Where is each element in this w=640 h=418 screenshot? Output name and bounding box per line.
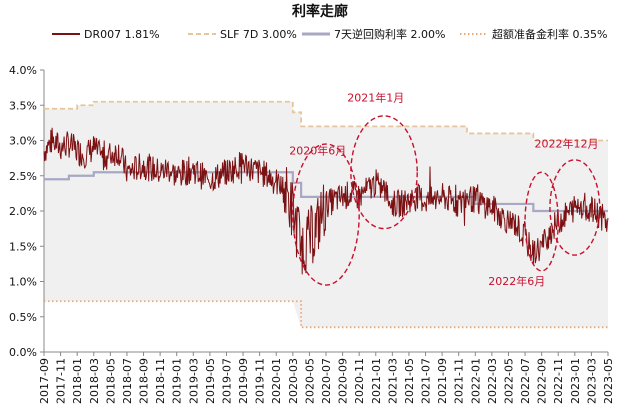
- x-tick-label: 2021-01: [370, 358, 383, 404]
- annotation-label: 2022年6月: [488, 274, 545, 288]
- x-tick-label: 2019-05: [204, 358, 217, 404]
- y-tick-label: 0.5%: [9, 311, 37, 324]
- annotation-label: 2021年1月: [347, 91, 404, 105]
- annotation-ellipse: [292, 143, 360, 286]
- x-tick-label: 2022-05: [502, 358, 515, 404]
- x-tick-label: 2020-09: [337, 358, 350, 404]
- legend: DR007 1.81% SLF 7D 3.00% 7天逆回购利率 2.00% 超额准备…: [52, 27, 607, 41]
- x-tick-label: 2023-01: [569, 358, 582, 404]
- x-tick-label: 2019-07: [220, 358, 233, 404]
- x-tick-label: 2021-07: [420, 358, 433, 404]
- x-tick-label: 2018-09: [138, 358, 151, 404]
- annotation-ellipse: [350, 115, 418, 230]
- chart-title: 利率走廊: [292, 3, 348, 20]
- y-tick-label: 1.5%: [9, 240, 37, 253]
- legend-entry: DR007 1.81%: [84, 28, 160, 41]
- x-tick-label: 2021-09: [436, 358, 449, 404]
- x-tick-label: 2019-09: [237, 358, 250, 404]
- x-tick-label: 2018-07: [121, 358, 134, 404]
- series-line-7天逆回购利率: [44, 171, 608, 213]
- x-tick-label: 2022-09: [536, 358, 549, 404]
- x-tick-label: 2023-03: [585, 358, 598, 404]
- x-tick-label: 2022-03: [486, 358, 499, 404]
- y-tick-label: 1.0%: [9, 276, 37, 289]
- x-tick-label: 2021-11: [453, 358, 466, 404]
- y-tick-label: 4.0%: [9, 64, 37, 77]
- x-tick-label: 2020-07: [320, 358, 333, 404]
- y-tick-label: 0.0%: [9, 346, 37, 359]
- x-tick-label: 2018-05: [104, 358, 117, 404]
- series-line-DR007: [43, 127, 609, 275]
- y-tick-label: 2.5%: [9, 170, 37, 183]
- legend-entry: 超额准备金利率 0.35%: [492, 27, 607, 41]
- annotation-label: 2020年6月: [289, 144, 346, 158]
- x-tick-label: 2019-01: [171, 358, 184, 404]
- y-tick-label: 3.0%: [9, 135, 37, 148]
- x-tick-label: 2020-01: [270, 358, 283, 404]
- x-tick-label: 2019-03: [187, 358, 200, 404]
- x-tick-label: 2020-11: [353, 358, 366, 404]
- x-tick-label: 2019-11: [254, 358, 267, 404]
- annotation-ellipse: [524, 171, 559, 272]
- x-tick-label: 2021-03: [386, 358, 399, 404]
- legend-entry: 7天逆回购利率 2.00%: [334, 27, 445, 41]
- x-tick-label: 2018-01: [71, 358, 84, 404]
- x-tick-label: 2020-03: [287, 358, 300, 404]
- y-tick-label: 2.0%: [9, 205, 37, 218]
- x-tick-label: 2017-11: [55, 358, 68, 404]
- annotation-label: 2022年12月: [535, 137, 599, 151]
- x-tick-label: 2022-07: [519, 358, 532, 404]
- y-tick-label: 3.5%: [9, 99, 37, 112]
- x-tick-label: 2018-03: [88, 358, 101, 404]
- x-tick-label: 2023-05: [602, 358, 615, 404]
- x-tick-label: 2020-05: [303, 358, 316, 404]
- x-tick-label: 2017-09: [38, 358, 51, 404]
- legend-entry: SLF 7D 3.00%: [220, 28, 297, 41]
- x-tick-label: 2022-11: [552, 358, 565, 404]
- series-line-超额准备金利率: [44, 300, 608, 329]
- annotation-ellipse: [549, 159, 601, 256]
- x-tick-label: 2018-11: [154, 358, 167, 404]
- plot-area: 0.0% 0.5% 1.0% 1.5% 2.0% 2.5% 3.0% 3.5% 4.0% 2017…: [9, 64, 615, 404]
- x-tick-label: 2021-05: [403, 358, 416, 404]
- x-tick-label: 2022-01: [469, 358, 482, 404]
